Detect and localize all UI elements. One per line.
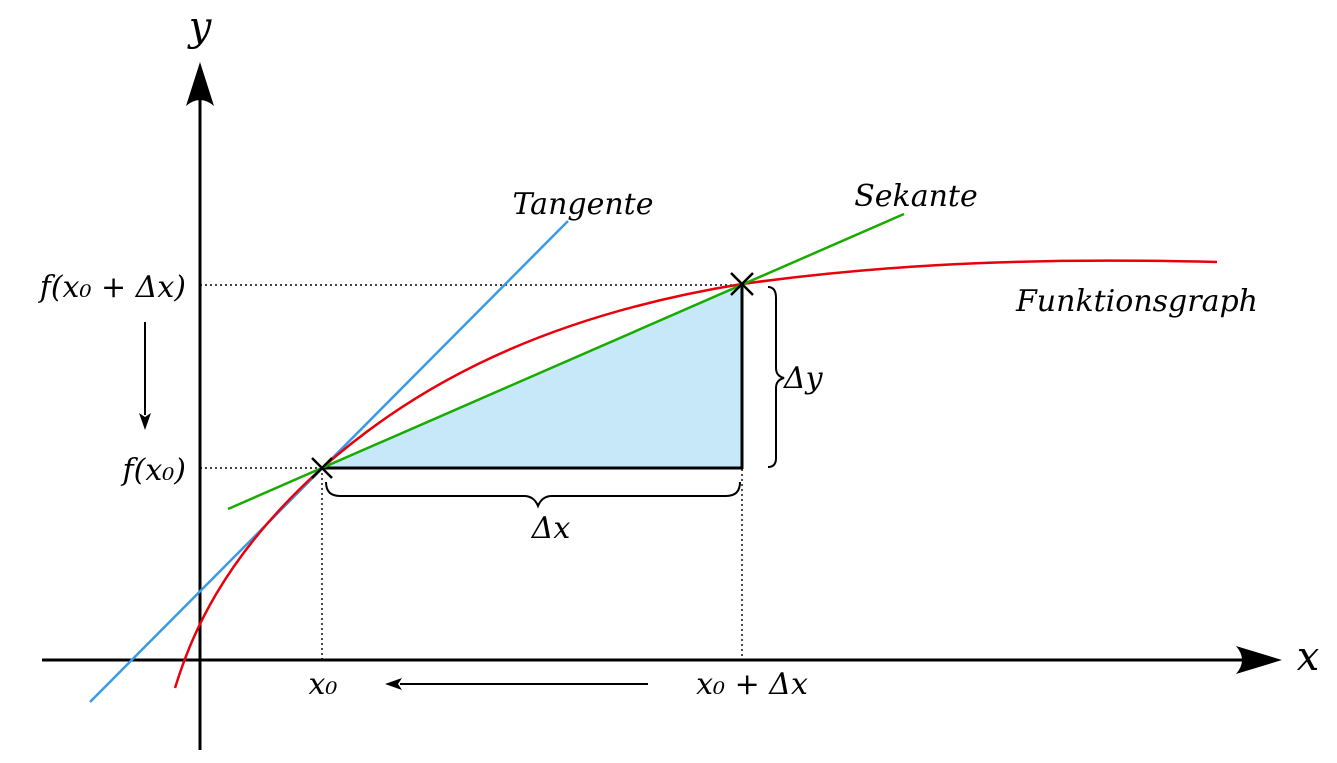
point-x0-marker — [311, 457, 333, 479]
point-x0-dx-marker — [730, 272, 754, 296]
function-graph-label: Funktionsgraph — [1015, 284, 1258, 319]
delta-x-label: Δx — [531, 511, 571, 546]
secant-line — [227, 212, 905, 511]
guide-lines — [200, 284, 743, 660]
delta-y-brace — [767, 286, 785, 468]
y-axis-arrowhead — [186, 62, 214, 106]
x0-dx-label: x₀ + Δx — [696, 667, 808, 702]
x-axis-label: x — [1297, 634, 1320, 680]
shift-arrows — [139, 322, 648, 690]
delta-x-brace — [325, 481, 741, 509]
f-x0-label: f(x₀) — [121, 453, 186, 488]
y-shift-arrowhead — [139, 413, 151, 430]
secant-label: Sekante — [854, 179, 978, 214]
axes — [42, 90, 1260, 750]
x0-label: x₀ — [309, 667, 338, 702]
f-x0-dx-label: f(x₀ + Δx) — [38, 270, 186, 305]
point-markers — [311, 272, 754, 479]
delta-y-label: Δy — [783, 361, 824, 396]
x-shift-arrowhead — [385, 678, 402, 690]
triangle-legs — [322, 284, 744, 470]
x-axis-arrowhead — [1236, 646, 1282, 674]
function-curve — [173, 259, 1218, 689]
tangent-label: Tangente — [513, 187, 654, 222]
y-axis-label: y — [187, 4, 213, 50]
